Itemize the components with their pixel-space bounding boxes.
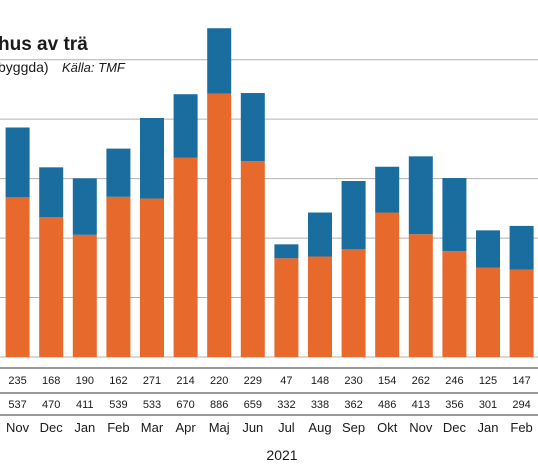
bar-segment-orange: [207, 93, 232, 357]
bar-segment-orange: [106, 196, 131, 357]
bar-segment-orange: [442, 251, 467, 357]
month-label: Jan: [74, 420, 95, 435]
month-label: Feb: [510, 420, 532, 435]
bar-segment-orange: [408, 234, 433, 357]
month-label: Jun: [242, 420, 263, 435]
bar-segment-orange: [509, 269, 534, 357]
month-label: Nov: [409, 420, 433, 435]
bar-segment-orange: [476, 267, 500, 357]
chart-source: Källa: TMF: [62, 60, 126, 75]
chart-subtitle: byggda): [0, 59, 49, 75]
bar-segment-blue: [476, 230, 500, 268]
bar-segment-orange: [341, 249, 366, 357]
table-cell-top: 147: [512, 375, 530, 387]
bar-segment-blue: [442, 178, 467, 252]
bar-segment-orange: [240, 161, 265, 357]
bar-segment-blue: [509, 225, 534, 270]
table-cell-bottom: 486: [378, 399, 396, 411]
chart-title: hus av trä: [0, 34, 88, 55]
table-cell-top: 154: [378, 375, 396, 387]
bar-segment-blue: [341, 181, 366, 250]
table-cell-top: 235: [8, 375, 26, 387]
table-cell-top: 125: [479, 375, 497, 387]
bar-segment-blue: [240, 93, 265, 162]
table-cell-top: 246: [445, 375, 463, 387]
bars: [5, 28, 534, 357]
bar-segment-blue: [39, 167, 64, 218]
bar-segment-orange: [72, 234, 97, 357]
year-label: 2021: [266, 447, 297, 463]
month-label: Jan: [478, 420, 499, 435]
table-cell-top: 229: [244, 375, 262, 387]
table-cell-top: 220: [210, 375, 228, 387]
bar-segment-blue: [173, 94, 198, 158]
table-cell-bottom: 338: [311, 399, 329, 411]
bar-segment-orange: [173, 157, 198, 357]
bar-segment-blue: [140, 117, 164, 199]
bar-segment-blue: [5, 127, 30, 198]
month-label: Aug: [308, 420, 331, 435]
table-cell-bottom: 659: [244, 399, 262, 411]
month-label: Mar: [141, 420, 164, 435]
month-label: Sep: [342, 420, 365, 435]
table-cell-top: 148: [311, 375, 329, 387]
table-cell-top: 271: [143, 375, 161, 387]
table-cell-bottom: 470: [42, 399, 60, 411]
table-cell-top: 162: [109, 375, 127, 387]
table-cell-top: 262: [412, 375, 430, 387]
month-label: Dec: [443, 420, 467, 435]
bar-segment-blue: [308, 212, 332, 257]
table-cell-bottom: 411: [76, 399, 94, 411]
table-cell-top: 230: [344, 375, 362, 387]
table-cell-bottom: 294: [512, 399, 530, 411]
table-cell-bottom: 301: [479, 399, 497, 411]
table-cell-bottom: 413: [412, 399, 430, 411]
table-cell-bottom: 537: [8, 399, 26, 411]
table-cell-bottom: 533: [143, 399, 161, 411]
value-table: 7212355371684701904111625392715332146702…: [8, 375, 530, 411]
bar-segment-blue: [72, 178, 97, 235]
month-label: Feb: [107, 420, 129, 435]
table-cell-top: 47: [280, 375, 292, 387]
table-cell-bottom: 362: [344, 399, 362, 411]
bar-segment-orange: [39, 217, 64, 357]
table-cell-bottom: 332: [277, 399, 295, 411]
month-label: Apr: [175, 420, 196, 435]
table-cell-top: 214: [176, 375, 194, 387]
month-label: Nov: [6, 420, 30, 435]
bar-segment-orange: [5, 197, 30, 357]
table-cell-top: 168: [42, 375, 60, 387]
table-cell-bottom: 670: [176, 399, 194, 411]
bar-segment-blue: [106, 148, 131, 197]
month-label: Jul: [278, 420, 295, 435]
bar-segment-orange: [140, 198, 164, 357]
bar-segment-orange: [274, 258, 299, 357]
bar-segment-blue: [274, 244, 299, 259]
month-label: Okt: [377, 420, 398, 435]
bar-segment-blue: [375, 166, 400, 213]
table-cell-top: 190: [76, 375, 94, 387]
bar-segment-blue: [408, 156, 433, 235]
bar-segment-orange: [308, 256, 332, 357]
table-cell-bottom: 356: [445, 399, 463, 411]
month-label: Maj: [209, 420, 230, 435]
bar-segment-blue: [207, 28, 232, 94]
table-cell-bottom: 886: [210, 399, 228, 411]
bar-segment-orange: [375, 212, 400, 357]
table-cell-bottom: 539: [109, 399, 127, 411]
month-label: Dec: [40, 420, 64, 435]
month-labels: OktNovDecJanFebMarAprMajJunJulAugSepOktN…: [6, 420, 533, 435]
